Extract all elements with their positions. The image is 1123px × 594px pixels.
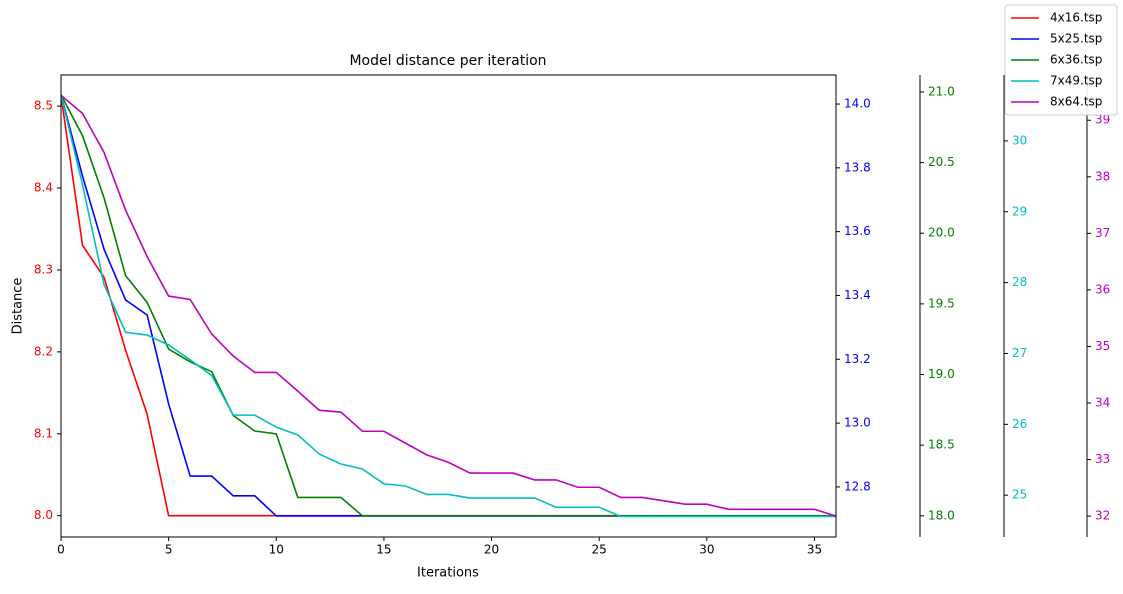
y-tick-label: 8.0 bbox=[34, 508, 53, 522]
y-tick-label: 8.3 bbox=[34, 262, 53, 276]
y-tick-label: 19.0 bbox=[928, 367, 955, 381]
y-tick-label: 28 bbox=[1012, 275, 1027, 289]
x-tick-label: 20 bbox=[484, 543, 499, 557]
legend-label: 6x36.tsp bbox=[1050, 53, 1102, 67]
legend-box bbox=[1004, 4, 1118, 116]
series-line bbox=[61, 95, 836, 517]
y-tick-label: 13.8 bbox=[844, 160, 871, 174]
y-tick-label: 25 bbox=[1012, 488, 1027, 502]
x-tick-label: 15 bbox=[376, 543, 391, 557]
y-tick-label: 13.0 bbox=[844, 416, 871, 430]
x-tick-label: 25 bbox=[592, 543, 607, 557]
y-tick-label: 30 bbox=[1012, 133, 1027, 147]
y-tick-label: 18.5 bbox=[928, 438, 955, 452]
y-tick-label: 39 bbox=[1095, 113, 1110, 127]
x-tick-label: 35 bbox=[807, 543, 822, 557]
y-tick-label: 37 bbox=[1095, 226, 1110, 240]
x-tick-label: 0 bbox=[57, 543, 65, 557]
y-tick-label: 8.2 bbox=[34, 344, 53, 358]
y-tick-label: 12.8 bbox=[844, 479, 871, 493]
y-tick-label: 20.5 bbox=[928, 155, 955, 169]
y-tick-label: 33 bbox=[1095, 452, 1110, 466]
series-line bbox=[61, 94, 836, 518]
y-tick-label: 8.1 bbox=[34, 426, 53, 440]
legend-label: 4x16.tsp bbox=[1050, 11, 1102, 25]
y-tick-label: 32 bbox=[1095, 509, 1110, 523]
x-axis-label: Iterations bbox=[417, 566, 479, 581]
plot-frame bbox=[60, 74, 837, 538]
x-tick-label: 10 bbox=[269, 543, 284, 557]
y-tick-label: 13.4 bbox=[844, 288, 871, 302]
y-tick-label: 13.6 bbox=[844, 224, 871, 238]
legend-label: 8x64.tsp bbox=[1050, 95, 1102, 109]
y-tick-label: 35 bbox=[1095, 339, 1110, 353]
y-tick-label: 29 bbox=[1012, 204, 1027, 218]
y-tick-label: 14.0 bbox=[844, 97, 871, 111]
y-tick-label: 34 bbox=[1095, 395, 1110, 409]
y-tick-label: 27 bbox=[1012, 346, 1027, 360]
y-tick-label: 18.0 bbox=[928, 508, 955, 522]
y-tick-label: 19.5 bbox=[928, 296, 955, 310]
y-tick-label: 36 bbox=[1095, 282, 1110, 296]
y-tick-label: 21.0 bbox=[928, 84, 955, 98]
y-tick-label: 8.5 bbox=[34, 99, 53, 113]
chart-title: Model distance per iteration bbox=[349, 53, 546, 69]
y-tick-label: 38 bbox=[1095, 169, 1110, 183]
series-line bbox=[61, 94, 836, 517]
y-tick-label: 26 bbox=[1012, 417, 1027, 431]
series-line bbox=[61, 94, 836, 517]
series-line bbox=[61, 94, 836, 517]
y-axis-label: Distance bbox=[11, 278, 26, 335]
legend-label: 7x49.tsp bbox=[1050, 74, 1102, 88]
y-tick-label: 20.0 bbox=[928, 226, 955, 240]
x-tick-label: 5 bbox=[165, 543, 173, 557]
legend-label: 5x25.tsp bbox=[1050, 32, 1102, 46]
x-tick-label: 30 bbox=[699, 543, 714, 557]
y-tick-label: 8.4 bbox=[34, 181, 53, 195]
y-tick-label: 13.2 bbox=[844, 352, 871, 366]
